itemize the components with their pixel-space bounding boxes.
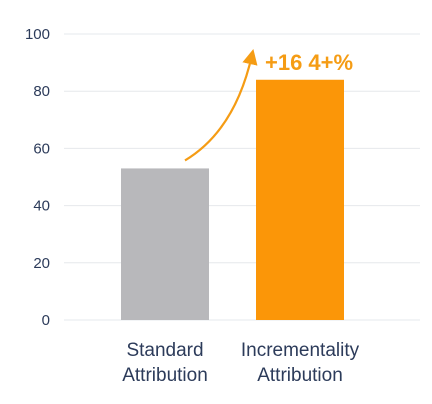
bar bbox=[256, 79, 344, 320]
bar bbox=[121, 168, 209, 320]
x-tick-label: Standard Attribution bbox=[122, 340, 208, 386]
x-axis-labels: Standard Attribution Incrementality Attribu… bbox=[122, 340, 359, 386]
growth-arrow bbox=[184, 48, 258, 162]
y-tick-label: 40 bbox=[33, 198, 50, 215]
y-tick-label: 60 bbox=[33, 140, 50, 157]
y-tick-label: 0 bbox=[42, 312, 50, 329]
y-tick-label: 80 bbox=[33, 83, 50, 100]
y-tick-label: 100 bbox=[25, 26, 50, 43]
y-tick-label: 20 bbox=[33, 255, 50, 272]
x-tick-label: Incrementality Attribution bbox=[241, 340, 360, 386]
y-axis-ticks: 0 20 40 60 80 100 bbox=[25, 26, 50, 329]
growth-annotation: +16 4+% bbox=[265, 50, 353, 75]
grid-lines bbox=[64, 33, 420, 321]
bars bbox=[121, 79, 344, 320]
